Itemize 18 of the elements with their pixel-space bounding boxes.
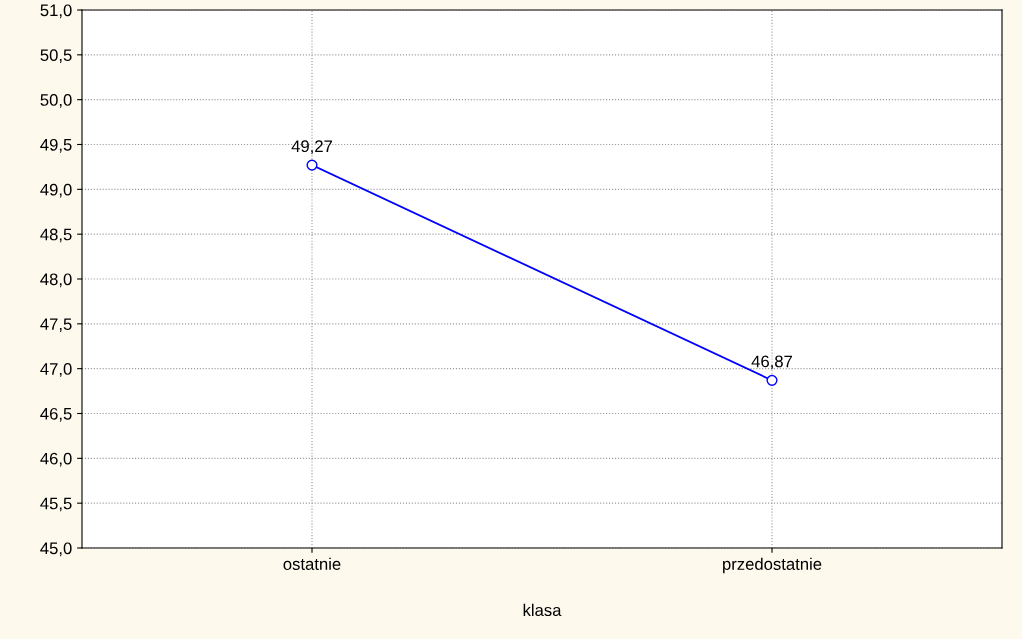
x-axis-title: klasa xyxy=(523,603,562,617)
y-tick-label: 49,0 xyxy=(40,183,72,198)
y-tick-label: 46,0 xyxy=(40,452,72,467)
y-tick-label: 47,0 xyxy=(40,363,72,377)
y-tick-label: 47,5 xyxy=(40,318,72,333)
y-tick-label: 46,5 xyxy=(40,407,72,422)
x-tick-label: ostatnie xyxy=(283,557,341,570)
y-tick-label: 50,0 xyxy=(40,94,72,108)
data-label: 49,27 xyxy=(291,140,333,155)
y-tick-label: 51,0 xyxy=(40,4,72,19)
y-tick-label: 45,5 xyxy=(40,497,72,512)
y-tick-label: 48,5 xyxy=(40,228,72,243)
y-tick-label: 49,5 xyxy=(40,138,72,153)
y-tick-label: 45,0 xyxy=(40,542,72,557)
data-label: 46,87 xyxy=(751,355,793,370)
y-tick-label: 48,0 xyxy=(40,273,72,288)
x-tick-label: przedostatnie xyxy=(723,557,822,574)
y-tick-label: 50,5 xyxy=(40,49,72,64)
